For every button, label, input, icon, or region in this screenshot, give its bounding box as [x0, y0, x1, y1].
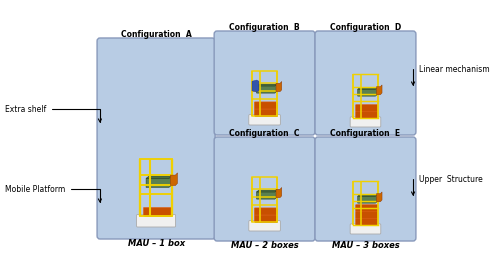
- FancyBboxPatch shape: [255, 103, 278, 109]
- FancyBboxPatch shape: [356, 219, 378, 225]
- Polygon shape: [358, 87, 378, 96]
- FancyBboxPatch shape: [254, 208, 277, 215]
- Polygon shape: [376, 85, 382, 95]
- Text: Mobile Platform: Mobile Platform: [5, 184, 102, 202]
- FancyBboxPatch shape: [254, 102, 277, 109]
- Text: MAU – 3 boxes: MAU – 3 boxes: [332, 241, 400, 250]
- FancyBboxPatch shape: [356, 219, 378, 226]
- Polygon shape: [146, 176, 172, 178]
- Text: Upper  Structure: Upper Structure: [412, 174, 482, 195]
- FancyBboxPatch shape: [315, 137, 416, 241]
- Polygon shape: [146, 176, 172, 187]
- FancyBboxPatch shape: [356, 212, 378, 218]
- Polygon shape: [252, 80, 259, 92]
- Text: Configuration  E: Configuration E: [330, 129, 400, 138]
- Polygon shape: [256, 84, 277, 86]
- FancyBboxPatch shape: [315, 31, 416, 135]
- Polygon shape: [276, 82, 281, 92]
- FancyBboxPatch shape: [356, 112, 378, 118]
- FancyBboxPatch shape: [356, 112, 378, 119]
- FancyBboxPatch shape: [144, 208, 172, 217]
- Polygon shape: [376, 192, 382, 202]
- Polygon shape: [358, 87, 378, 89]
- Polygon shape: [170, 173, 177, 186]
- Text: Configuration  D: Configuration D: [330, 23, 401, 32]
- FancyBboxPatch shape: [254, 109, 277, 116]
- Text: Extra shelf: Extra shelf: [5, 104, 102, 122]
- FancyBboxPatch shape: [97, 38, 215, 239]
- Polygon shape: [256, 190, 277, 192]
- FancyBboxPatch shape: [144, 208, 172, 216]
- Polygon shape: [358, 194, 378, 196]
- FancyBboxPatch shape: [356, 105, 378, 112]
- FancyBboxPatch shape: [350, 224, 381, 234]
- Polygon shape: [256, 190, 277, 199]
- Polygon shape: [256, 84, 277, 93]
- FancyBboxPatch shape: [356, 205, 378, 212]
- FancyBboxPatch shape: [214, 137, 315, 241]
- Polygon shape: [276, 187, 281, 198]
- Polygon shape: [358, 194, 378, 203]
- Text: Configuration  A: Configuration A: [120, 30, 192, 39]
- Text: MAU – 2 boxes: MAU – 2 boxes: [230, 241, 298, 250]
- FancyBboxPatch shape: [255, 216, 278, 223]
- FancyBboxPatch shape: [356, 205, 378, 212]
- FancyBboxPatch shape: [255, 110, 278, 117]
- FancyBboxPatch shape: [214, 31, 315, 135]
- FancyBboxPatch shape: [249, 115, 280, 125]
- FancyBboxPatch shape: [254, 215, 277, 222]
- FancyBboxPatch shape: [350, 117, 381, 127]
- FancyBboxPatch shape: [356, 105, 378, 112]
- Text: Linear mechanism: Linear mechanism: [412, 65, 490, 85]
- Text: Configuration  B: Configuration B: [230, 23, 300, 32]
- FancyBboxPatch shape: [249, 221, 280, 231]
- FancyBboxPatch shape: [356, 212, 378, 219]
- FancyBboxPatch shape: [255, 209, 278, 215]
- FancyBboxPatch shape: [136, 214, 175, 227]
- Text: MAU – 1 box: MAU – 1 box: [128, 239, 184, 248]
- Text: Configuration  C: Configuration C: [230, 129, 300, 138]
